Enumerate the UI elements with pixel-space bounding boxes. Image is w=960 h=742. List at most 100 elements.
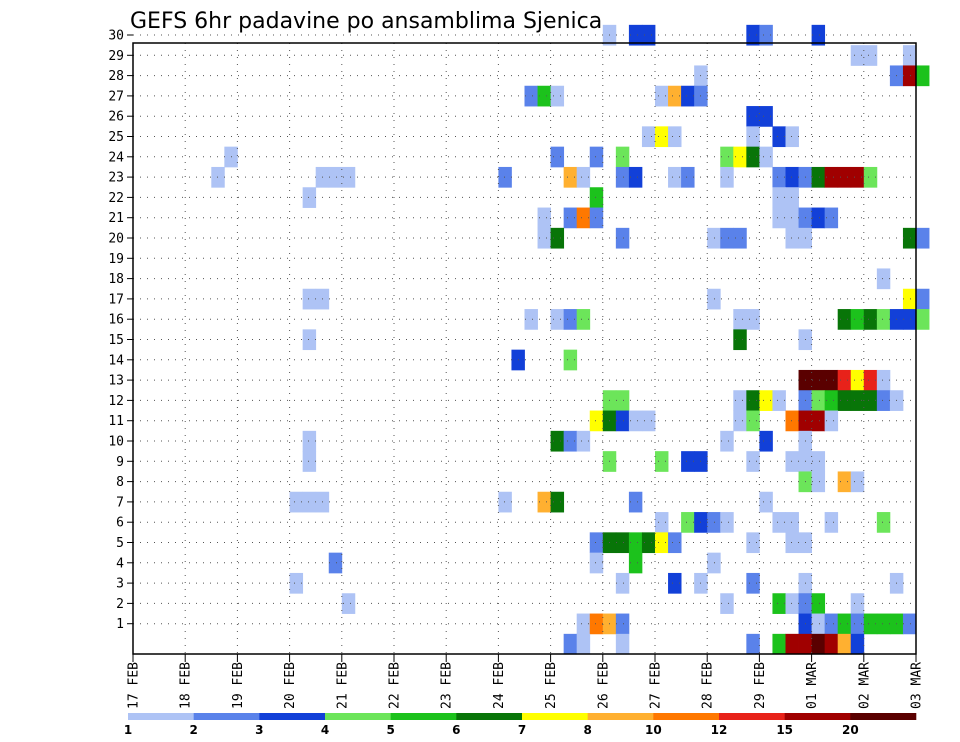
heatmap-cell [628, 552, 643, 574]
colorbar-swatch [325, 713, 391, 720]
heatmap-cell [876, 268, 891, 290]
heatmap-cell [733, 227, 747, 249]
heatmap-cell [746, 24, 760, 46]
heatmap-cell [824, 512, 839, 533]
heatmap-cell [772, 187, 786, 208]
heatmap-cell [550, 85, 565, 107]
heatmap-cell [641, 532, 656, 554]
heatmap-cell [628, 24, 643, 46]
heatmap-cell [811, 613, 826, 635]
colorbar-label: 6 [452, 723, 460, 737]
x-tick-label: 02 MAR [857, 662, 872, 709]
heatmap-cell [916, 309, 930, 330]
heatmap-cell [785, 207, 799, 229]
y-tick-label: 29 [108, 49, 124, 64]
y-tick-label: 17 [108, 292, 124, 307]
heatmap-cell [798, 633, 812, 655]
y-tick-label: 4 [116, 556, 124, 571]
heatmap-cell [746, 410, 760, 432]
heatmap-cell [550, 227, 565, 249]
y-tick-label: 13 [108, 374, 124, 389]
heatmap-cell [720, 512, 734, 533]
heatmap-cell [302, 187, 317, 208]
heatmap-cell [537, 227, 551, 249]
heatmap-cell [720, 166, 734, 188]
heatmap-cell [824, 390, 839, 411]
heatmap-cell [850, 633, 865, 655]
y-tick-label: 2 [116, 597, 124, 612]
heatmap-cell [576, 633, 591, 655]
y-tick-label: 26 [108, 110, 124, 125]
heatmap-cell [628, 491, 643, 513]
plot-frame [132, 42, 917, 655]
heatmap-cell [524, 309, 538, 330]
y-tick-label: 18 [108, 272, 124, 287]
heatmap-cell [824, 166, 839, 188]
heatmap-cell [876, 512, 891, 533]
heatmap-cell [655, 532, 669, 554]
heatmap-cell [628, 410, 643, 432]
colorbar-swatch [850, 713, 917, 720]
colorbar-swatch [653, 713, 720, 720]
heatmap-cell [550, 430, 565, 452]
heatmap-cell [811, 633, 826, 655]
y-tick-label: 19 [108, 252, 124, 267]
heatmap-cell [302, 491, 317, 513]
colorbar-label: 10 [645, 723, 662, 737]
heatmap-cell [615, 410, 630, 432]
heatmap-cell [498, 491, 512, 513]
heatmap-cell [328, 166, 343, 188]
heatmap-cell [655, 512, 669, 533]
colorbar-label: 3 [255, 723, 263, 737]
heatmap-cell [811, 390, 826, 411]
heatmap-cell [589, 532, 604, 554]
heatmap-cell [811, 451, 826, 472]
heatmap-cell [837, 390, 852, 411]
heatmap-cell [733, 309, 747, 330]
heatmap-cell [615, 146, 630, 168]
colorbar-swatch [784, 713, 851, 720]
heatmap-cell [707, 552, 721, 574]
heatmap-cell [759, 146, 773, 168]
y-tick-label: 3 [116, 577, 124, 592]
heatmap-cell [655, 451, 669, 472]
y-tick-label: 22 [108, 191, 124, 206]
y-tick-label: 9 [116, 455, 124, 470]
heatmap-cell [668, 85, 682, 107]
heatmap-cell [759, 24, 773, 46]
colorbar-label: 5 [386, 723, 394, 737]
heatmap-cell [824, 633, 839, 655]
heatmap-cell [902, 65, 917, 87]
heatmap-cell [811, 207, 826, 229]
heatmap-cell [850, 390, 865, 411]
heatmap-cell [681, 166, 695, 188]
heatmap-cell [785, 187, 799, 208]
y-tick-label: 8 [116, 475, 124, 490]
heatmap-cell [563, 207, 578, 229]
heatmap-cell [302, 329, 317, 351]
heatmap-cell [902, 309, 917, 330]
heatmap-cell [668, 126, 682, 148]
x-tick-label: 22 FEB [388, 662, 403, 709]
heatmap-cell [589, 613, 604, 635]
y-tick-label: 20 [108, 232, 124, 247]
heatmap-cell [785, 126, 799, 148]
heatmap-cell [746, 390, 760, 411]
heatmap-cell [576, 430, 591, 452]
heatmap-cell [850, 309, 865, 330]
y-tick-label: 23 [108, 171, 124, 186]
heatmap-cell [916, 288, 930, 310]
heatmap-cell [772, 207, 786, 229]
heatmap-cell [772, 166, 786, 188]
y-tick-label: 16 [108, 313, 124, 328]
heatmap-cell [811, 410, 826, 432]
heatmap-cell [876, 390, 891, 411]
colorbar-swatch [259, 713, 326, 720]
heatmap-cell [733, 410, 747, 432]
heatmap-cell [707, 512, 721, 533]
heatmap-cell [785, 633, 799, 655]
heatmap-cell [720, 146, 734, 168]
heatmap-cell [615, 613, 630, 635]
y-tick-label: 5 [116, 536, 124, 551]
heatmap-cell [328, 552, 343, 574]
